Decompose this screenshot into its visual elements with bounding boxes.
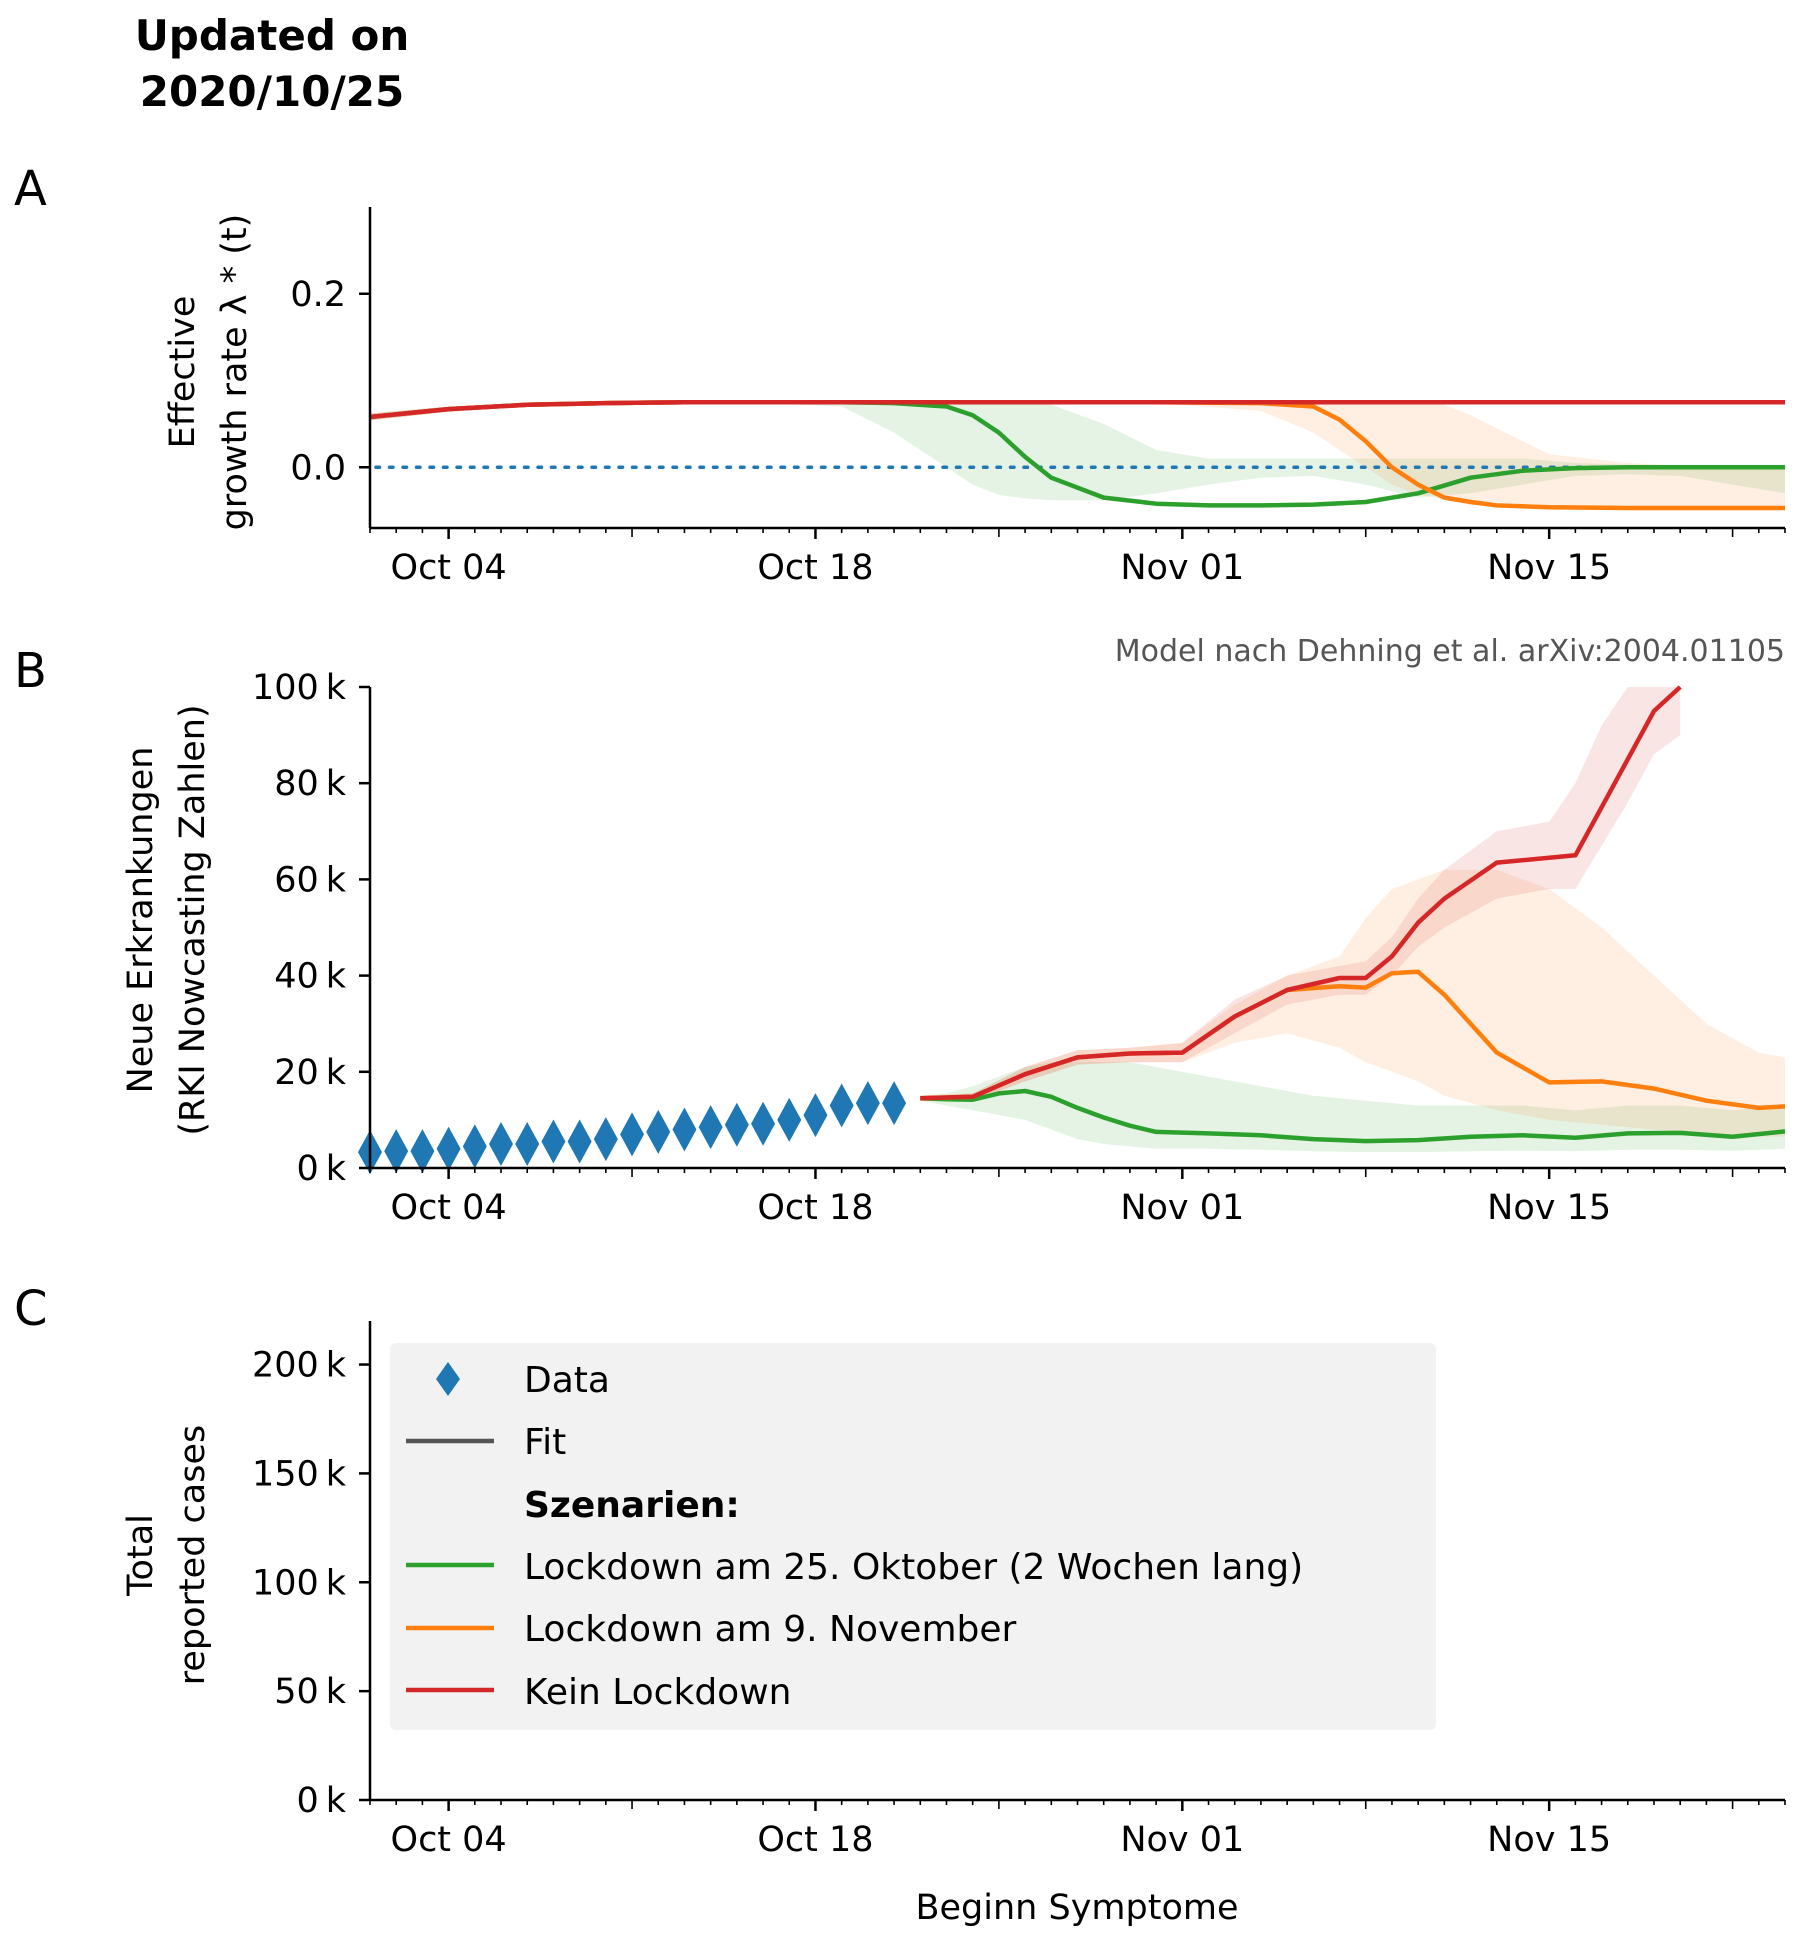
y-tick-label: 80 k bbox=[274, 764, 347, 804]
y-tick-label: 200 k bbox=[252, 1346, 347, 1386]
panel-b-axes: Oct 04 Oct 18 Nov 01 Nov 15 0 k 20 k 40 k 60 k 8… bbox=[252, 668, 1786, 1228]
panel-a-axes: Oct 04 Oct 18 Nov 01 Nov 15 0.0 0.2 bbox=[290, 207, 1786, 588]
y-tick-label: 20 k bbox=[274, 1053, 347, 1093]
x-tick-label: Oct 04 bbox=[391, 548, 507, 588]
panel-b-ylabel-line2: (RKI Nowcasting Zahlen) bbox=[173, 704, 213, 1135]
panel-a-growth-rate: Oct 04 Oct 18 Nov 01 Nov 15 0.0 0.2 Effective… bbox=[163, 207, 1787, 588]
data-point bbox=[384, 1129, 409, 1174]
x-tick-label: Nov 01 bbox=[1120, 1188, 1244, 1228]
panel-b-lines bbox=[920, 685, 1785, 1144]
data-point bbox=[777, 1097, 802, 1142]
panel-c-ylabel-line1: Total bbox=[121, 1514, 161, 1597]
y-tick-label: 50 k bbox=[274, 1672, 347, 1712]
data-point bbox=[436, 1126, 461, 1171]
x-tick-label: Oct 04 bbox=[391, 1820, 507, 1860]
x-tick-label: Nov 01 bbox=[1120, 1820, 1244, 1860]
legend-red-label: Kein Lockdown bbox=[524, 1672, 791, 1713]
data-point bbox=[882, 1081, 907, 1126]
x-tick-label: Oct 18 bbox=[757, 548, 873, 588]
data-point bbox=[462, 1124, 487, 1169]
panel-label-a: A bbox=[14, 161, 47, 217]
band-green bbox=[920, 1062, 1785, 1153]
y-tick-label: 0.0 bbox=[290, 448, 346, 488]
panel-c-total-cases: Oct 04 Oct 18 Nov 01 Nov 15 0 k 50 k 100 k 150 … bbox=[121, 1321, 1786, 1928]
data-point bbox=[855, 1081, 880, 1126]
panel-a-lines bbox=[370, 399, 1785, 511]
band-red bbox=[920, 687, 1681, 1101]
x-tick-label: Nov 15 bbox=[1487, 548, 1611, 588]
x-axis-title: Beginn Symptome bbox=[916, 1888, 1239, 1928]
data-point bbox=[567, 1119, 592, 1164]
legend-data-marker bbox=[436, 1362, 460, 1396]
y-tick-label: 40 k bbox=[274, 957, 347, 997]
y-tick-label: 0 k bbox=[296, 1781, 346, 1821]
y-tick-label: 100 k bbox=[252, 1563, 347, 1603]
panel-label-b: B bbox=[14, 643, 47, 699]
data-point bbox=[593, 1117, 618, 1162]
panel-b-new-cases: Oct 04 Oct 18 Nov 01 Nov 15 0 k 20 k 40 k 60 k 8… bbox=[121, 668, 1786, 1228]
data-point bbox=[410, 1129, 435, 1174]
data-point bbox=[672, 1107, 697, 1152]
legend-orange-label: Lockdown am 9. November bbox=[524, 1609, 1017, 1650]
band-green bbox=[370, 400, 1785, 501]
series-line-red bbox=[920, 685, 1682, 1101]
data-point bbox=[646, 1109, 671, 1154]
legend-background bbox=[390, 1343, 1436, 1730]
x-tick-label: Oct 18 bbox=[757, 1188, 873, 1228]
data-point bbox=[751, 1101, 776, 1146]
data-point bbox=[541, 1119, 566, 1164]
data-point bbox=[489, 1121, 514, 1166]
model-credit: Model nach Dehning et al. arXiv:2004.011… bbox=[1115, 634, 1785, 669]
y-tick-label: 150 k bbox=[252, 1454, 347, 1494]
band-orange bbox=[370, 400, 1785, 508]
data-point bbox=[515, 1121, 540, 1166]
x-tick-label: Nov 15 bbox=[1487, 1188, 1611, 1228]
panel-b-ylabel-line1: Neue Erkrankungen bbox=[121, 747, 161, 1094]
y-tick-label: 0.2 bbox=[290, 275, 346, 315]
x-tick-label: Nov 01 bbox=[1120, 548, 1244, 588]
legend-data-label: Data bbox=[524, 1360, 610, 1401]
panel-label-c: C bbox=[14, 1281, 48, 1337]
legend-scenarios-heading: Szenarien: bbox=[524, 1485, 740, 1526]
header-title-line2: 2020/10/25 bbox=[140, 67, 404, 116]
x-tick-label: Nov 15 bbox=[1487, 1820, 1611, 1860]
header-title-line1: Updated on bbox=[135, 11, 410, 60]
y-tick-label: 0 k bbox=[296, 1149, 346, 1189]
legend-fit-label: Fit bbox=[524, 1422, 566, 1463]
panel-c-ylabel-line2: reported cases bbox=[173, 1425, 213, 1685]
legend: Data Fit Szenarien: Lockdown am 25. Okto… bbox=[390, 1343, 1436, 1730]
y-tick-label: 100 k bbox=[252, 668, 347, 708]
band-orange bbox=[920, 869, 1785, 1137]
x-tick-label: Oct 18 bbox=[757, 1820, 873, 1860]
data-point bbox=[829, 1083, 854, 1128]
data-point bbox=[620, 1112, 645, 1157]
x-tick-label: Oct 04 bbox=[391, 1188, 507, 1228]
data-point bbox=[803, 1093, 828, 1138]
panel-a-bands bbox=[370, 400, 1785, 508]
panel-c-axes: Oct 04 Oct 18 Nov 01 Nov 15 0 k 50 k 100 k 150 … bbox=[252, 1321, 1786, 1860]
data-point bbox=[698, 1105, 723, 1150]
panel-b-bands bbox=[920, 687, 1785, 1153]
panel-a-ylabel-line1: Effective bbox=[163, 296, 203, 449]
panel-b-data-points bbox=[358, 1081, 907, 1175]
data-point bbox=[724, 1102, 749, 1147]
panel-a-ylabel-line2: growth rate λ * (t) bbox=[215, 214, 255, 531]
y-tick-label: 60 k bbox=[274, 860, 347, 900]
legend-green-label: Lockdown am 25. Oktober (2 Wochen lang) bbox=[524, 1547, 1303, 1588]
series-line-green bbox=[920, 1088, 1785, 1144]
series-line-red bbox=[370, 399, 1785, 420]
